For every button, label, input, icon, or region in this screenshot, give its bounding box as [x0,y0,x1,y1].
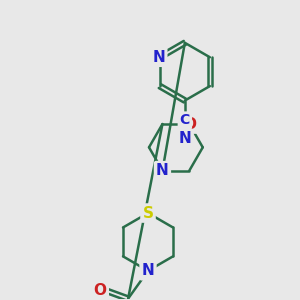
Text: C: C [180,113,190,128]
Text: O: O [94,283,107,298]
Text: N: N [152,50,165,65]
Text: O: O [183,117,196,132]
Text: S: S [142,206,154,220]
Text: N: N [142,263,154,278]
Text: N: N [178,131,191,146]
Text: N: N [156,163,169,178]
